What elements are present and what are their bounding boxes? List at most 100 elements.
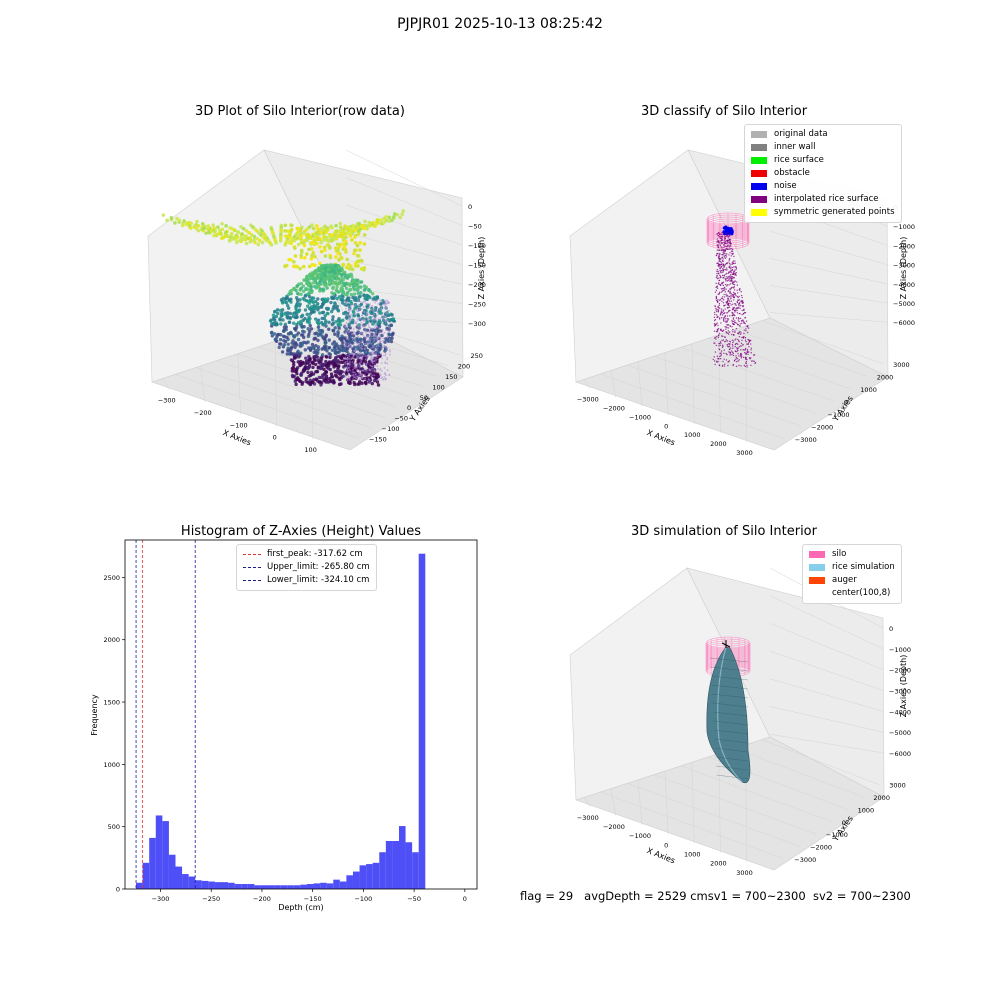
interpolated-point xyxy=(723,255,725,257)
data-point xyxy=(334,255,338,259)
interpolated-point xyxy=(718,279,720,282)
interpolated-point xyxy=(715,360,718,362)
interpolated-point xyxy=(729,309,731,312)
data-point xyxy=(330,238,334,243)
interpolated-point xyxy=(724,308,726,310)
interpolated-point xyxy=(745,328,747,330)
interpolated-point xyxy=(734,346,736,348)
interpolated-point xyxy=(721,274,724,277)
interpolated-point xyxy=(722,309,725,311)
data-point xyxy=(307,291,311,295)
interpolated-point xyxy=(720,311,722,314)
data-point xyxy=(211,223,216,227)
data-point xyxy=(241,226,246,231)
y-tick-label: 1000 xyxy=(860,386,877,394)
data-point xyxy=(347,267,352,271)
data-point xyxy=(324,319,328,323)
interpolated-point xyxy=(729,347,732,349)
data-point xyxy=(281,318,285,322)
interpolated-point xyxy=(735,355,737,357)
interpolated-point xyxy=(730,279,733,282)
interpolated-point xyxy=(720,350,723,352)
interpolated-point xyxy=(728,260,730,262)
data-point xyxy=(227,239,232,243)
interpolated-point xyxy=(731,319,733,322)
interpolated-point xyxy=(714,363,716,366)
interpolated-point xyxy=(732,291,735,294)
interpolated-point xyxy=(721,247,723,249)
classify-3d-plot: −3000−2000−10000100020003000300020001000… xyxy=(569,149,915,457)
interpolated-point xyxy=(731,351,734,354)
data-point xyxy=(283,243,287,247)
data-point xyxy=(210,229,214,233)
data-point xyxy=(307,264,312,269)
data-point xyxy=(341,242,345,246)
interpolated-point xyxy=(730,245,732,247)
interpolated-point xyxy=(715,289,718,292)
interpolated-point xyxy=(734,303,736,305)
grid-line xyxy=(345,259,463,285)
data-point xyxy=(255,236,259,241)
interpolated-point xyxy=(715,338,717,340)
legend-label: interpolated rice surface xyxy=(774,194,879,204)
data-point xyxy=(341,263,346,267)
data-point xyxy=(358,241,362,245)
interpolated-point xyxy=(716,252,718,255)
data-point xyxy=(289,257,293,262)
z-tick-label: 0 xyxy=(889,625,893,633)
data-point xyxy=(311,226,316,231)
interpolated-point xyxy=(737,360,739,362)
data-point xyxy=(314,224,319,228)
data-point xyxy=(352,248,357,253)
data-point xyxy=(345,257,349,262)
interpolated-point xyxy=(729,241,732,243)
interpolated-point xyxy=(721,242,723,244)
interpolated-point xyxy=(716,238,719,240)
legend-swatch xyxy=(751,170,767,177)
data-point xyxy=(350,267,355,272)
interpolated-point xyxy=(716,244,718,247)
interpolated-point xyxy=(735,268,738,270)
interpolated-point xyxy=(713,311,716,314)
interpolated-point xyxy=(730,350,733,352)
data-point xyxy=(269,243,274,247)
interpolated-point xyxy=(718,242,720,244)
data-point xyxy=(295,236,300,241)
interpolated-point xyxy=(740,345,742,347)
interpolated-point xyxy=(731,261,734,263)
interpolated-point xyxy=(716,268,719,271)
legend-entry: symmetric generated points xyxy=(751,206,895,219)
interpolated-point xyxy=(742,349,744,351)
data-point xyxy=(338,233,342,238)
data-point xyxy=(362,233,367,237)
z-tick-label: −1000 xyxy=(893,223,915,231)
interpolated-point xyxy=(723,352,725,354)
interpolated-point xyxy=(719,240,721,242)
interpolated-point xyxy=(722,248,724,251)
grid-line xyxy=(237,353,241,415)
interpolated-point xyxy=(736,295,739,298)
interpolated-point xyxy=(726,300,729,302)
y-tick-label: −3000 xyxy=(794,856,816,864)
legend-swatch xyxy=(751,157,767,164)
legend-swatch xyxy=(809,551,825,558)
data-point xyxy=(265,238,269,243)
interpolated-point xyxy=(724,287,726,289)
interpolated-point xyxy=(729,340,731,343)
data-point xyxy=(214,232,219,237)
interpolated-point xyxy=(747,327,750,329)
interpolated-point xyxy=(736,309,738,312)
x-tick-label: 1000 xyxy=(684,431,701,439)
interpolated-point xyxy=(722,232,725,235)
data-point xyxy=(340,301,345,305)
data-point xyxy=(303,255,307,260)
interpolated-point xyxy=(713,316,716,319)
interpolated-point xyxy=(717,329,719,331)
data-point xyxy=(313,317,318,321)
data-point xyxy=(275,308,280,312)
data-point xyxy=(218,231,222,236)
interpolated-point xyxy=(737,353,739,355)
data-point xyxy=(298,302,302,306)
interpolated-point xyxy=(722,298,725,301)
interpolated-point xyxy=(725,318,727,320)
